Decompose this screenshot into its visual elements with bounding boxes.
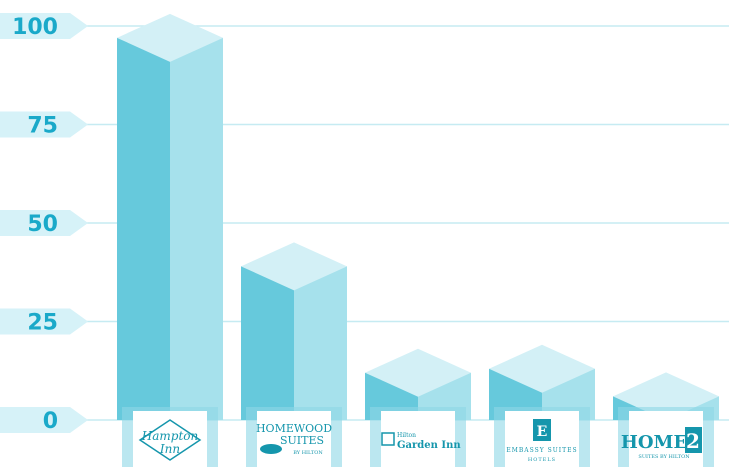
bar-top-face (241, 242, 347, 291)
logo-text: Hilton (397, 432, 416, 439)
y-tick-label: 50 (27, 212, 58, 237)
category-logo: E EMBASSY SUITES HOTELS (494, 407, 590, 467)
logo-text: Hampton (141, 429, 198, 443)
bar (241, 242, 347, 420)
bar-front-face (241, 266, 294, 420)
logo-text: SUITES BY HILTON (638, 454, 690, 460)
logo-plaque (381, 411, 455, 467)
y-tick-label: 0 (43, 409, 58, 434)
duck-icon (260, 444, 282, 454)
logo-text: Inn (159, 442, 180, 456)
tick-label-background (0, 111, 88, 138)
bar-top-face (117, 13, 223, 62)
tick-label-background (0, 407, 88, 433)
logo-text: HOTELS (528, 457, 556, 463)
logo-plaque (257, 411, 331, 467)
bar-front-face (117, 37, 170, 420)
bar-side-face (170, 37, 223, 420)
logo-text: EMBASSY SUITES (506, 447, 577, 454)
bar-top-face (489, 344, 595, 393)
tick-label-background (0, 308, 88, 335)
logo-text: HOMEWOOD (256, 422, 332, 435)
bar-top-face (365, 348, 471, 397)
logo-text: HOME (621, 432, 687, 453)
embassy-emblem-icon (533, 419, 551, 441)
logo-text: E (537, 424, 548, 440)
tick-label-background (0, 210, 88, 236)
tick-label-background (0, 13, 88, 39)
logo-text: SUITES (280, 434, 324, 447)
y-tick-label: 25 (27, 311, 58, 336)
y-tick-label: 75 (27, 114, 58, 139)
hampton-inn-emblem (138, 419, 202, 461)
bar-side-face (294, 266, 347, 420)
y-tick-label: 100 (12, 15, 58, 40)
logo-text: 2 (686, 429, 700, 453)
garden-inn-icon (381, 432, 395, 446)
logo-text: BY HILTON (293, 450, 323, 456)
home2-badge (685, 427, 702, 453)
logo-text: Garden Inn (397, 440, 461, 451)
bars (117, 13, 719, 421)
y-axis-ticks: 0 25 50 75 100 (0, 13, 88, 434)
bar (117, 13, 223, 420)
